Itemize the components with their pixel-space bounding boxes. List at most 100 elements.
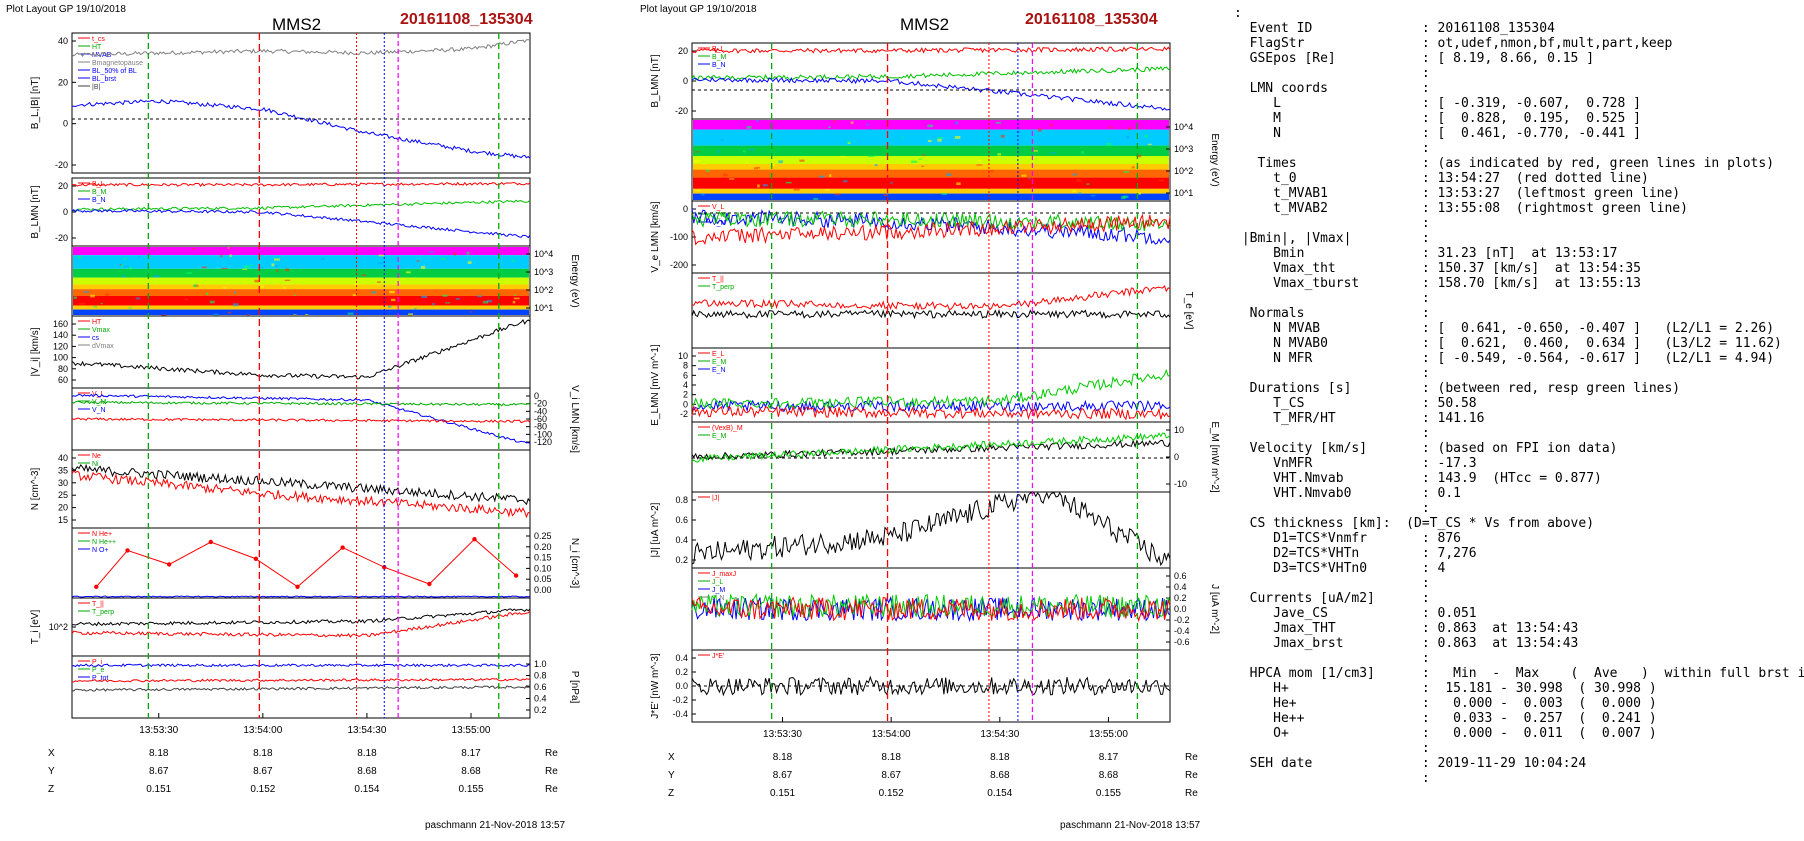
spectrogram-speckle [100,303,103,305]
y-tick-label: 20 [678,46,688,56]
y-tick-label: 10 [678,351,688,361]
density-data-point [208,539,213,545]
panel-frame [71,449,531,529]
data-series-line [691,675,1171,697]
spectrogram-speckle [361,274,366,277]
spectrogram-speckle [873,154,877,157]
ephemeris-value: 0.151 [146,784,171,795]
spectrogram-speckle [283,287,286,289]
x-tick-label: 13:55:00 [1089,729,1128,740]
ephemeris-value: 8.18 [357,748,377,759]
ephemeris-value: 0.152 [879,788,904,799]
spectrogram-speckle [405,271,411,274]
legend-entry: B_M [712,54,727,61]
y-tick-label: 0.4 [675,535,688,545]
y-tick-label: 0.2 [675,555,688,565]
spectrogram-speckle [371,291,377,294]
spectrogram-speckle [799,159,805,162]
legend-entry: J*E' [712,653,724,660]
legend-entry: T_perp [92,609,114,616]
spectrogram-speckle [285,268,290,272]
spectrogram-speckle [722,173,728,177]
legend-entry: J_N [712,595,724,602]
spacecraft-title: MMS2 [900,15,949,34]
ephemeris-value: 0.155 [458,784,483,795]
y-tick-label: 30 [58,478,68,488]
ephemeris-value: 8.18 [149,748,169,759]
legend-entry: V_N [712,220,726,227]
spectrogram-speckle [702,163,706,165]
spectrogram-speckle [429,251,434,253]
y-tick-label: 0.8 [534,671,547,681]
data-series-line [71,400,531,407]
legend-entry: |B| [92,84,100,91]
y-tick-label: 20 [58,77,68,87]
spectrogram-speckle [73,296,77,299]
ephemeris-value: 8.17 [461,748,481,759]
spectrogram-speckle [1086,183,1090,185]
spectrogram-speckle [813,198,819,200]
legend-entry: B_M [92,189,107,196]
ephemeris-value: 0.151 [770,788,795,799]
spectrogram-speckle [233,291,237,294]
legend-entry: E_M [712,433,727,440]
y-tick-label: 6 [683,370,688,380]
y-axis-label: T_e [eV] [1183,292,1194,330]
spectrogram-speckle [192,248,196,250]
spectrogram-speckle [1078,192,1082,195]
y-tick-label: -60 [534,414,547,424]
y-tick-label: -100 [534,429,552,439]
spectrogram-speckle [93,305,98,308]
spectrogram-speckle [1131,166,1135,169]
panel-frame [71,527,531,599]
data-series-line [71,610,531,638]
spectrogram-speckle [76,256,82,259]
legend-entry: V_M [712,212,727,219]
y-tick-label: 160 [53,319,68,329]
spectrogram-speckle [408,313,414,316]
legend-entry: MVAB [92,52,112,59]
spectrogram-speckle [1081,151,1084,154]
y-tick-label: 25 [58,490,68,500]
spectrogram-speckle [376,281,381,284]
y-axis-label: E_LMN [mV m^-1] [650,344,661,426]
spectrogram-speckle [305,314,309,316]
panel-frame [691,649,1171,723]
legend-entry: E_N [712,367,726,374]
spectrogram-speckle [1109,126,1113,129]
data-series-line [691,438,1171,461]
legend-entry: V_L [92,391,105,398]
legend-entry: P_tot [92,675,108,682]
data-series-line [71,685,531,692]
spectrogram-speckle [911,160,918,164]
legend-entry: HT [92,44,102,51]
ephemeris-value: 0.154 [987,788,1012,799]
spectrogram-speckle [247,313,250,317]
spectrogram-speckle [513,297,520,300]
y-axis-label: E_M [mW m^-2] [1209,421,1220,493]
spectrogram-band [73,305,529,310]
event-summary-text: : Event ID : 20161108_135304 FlagStr : o… [1234,6,1804,786]
spectrogram-speckle [756,120,759,123]
y-tick-label: 0 [63,207,68,217]
y-tick-label: -0.4 [1174,626,1190,636]
panel-frame [71,177,531,247]
spectrogram-speckle [244,265,251,269]
spectrogram-speckle [1158,179,1164,182]
spectrogram-speckle [1028,178,1031,180]
ephemeris-value: 8.68 [1099,770,1119,781]
spectrogram-speckle [954,135,961,139]
spectrogram-speckle [833,120,837,123]
spectrogram-speckle [720,139,724,141]
y-axis-label: V_e LMN [km/s] [650,201,661,272]
legend-entry: BL_brst [92,76,116,83]
spectrogram-speckle [868,155,874,158]
ephemeris-value: 8.18 [881,752,901,763]
y-tick-label: 10^2 [1174,166,1193,176]
legend-entry: T_perp [712,284,734,291]
ephemeris-value: 8.18 [990,752,1010,763]
y-tick-label: -0.2 [1174,615,1190,625]
spectrogram-speckle [242,268,248,270]
legend-entry: cs [92,335,100,342]
spectrogram-speckle [954,121,959,125]
